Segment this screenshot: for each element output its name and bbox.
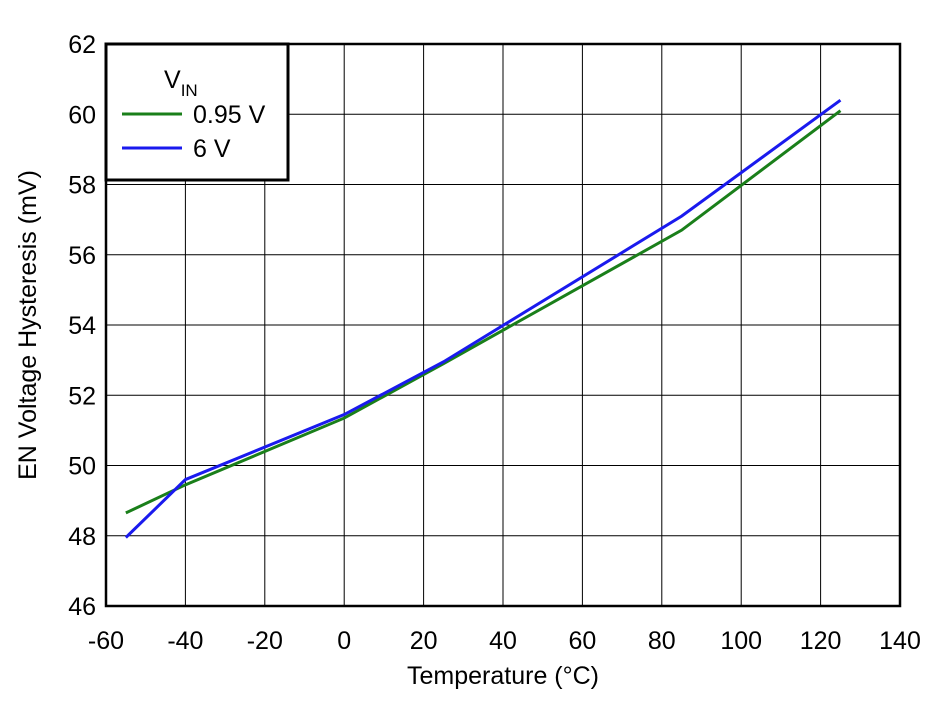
x-tick-label: 120 — [800, 627, 842, 655]
y-tick-label: 62 — [68, 31, 96, 59]
legend-label: 0.95 V — [193, 101, 266, 129]
x-tick-label: 60 — [568, 627, 596, 655]
y-tick-label: 48 — [68, 523, 96, 551]
y-tick-label: 58 — [68, 172, 96, 200]
x-tick-label: -20 — [247, 627, 283, 655]
y-tick-label: 50 — [68, 453, 96, 481]
y-tick-label: 46 — [68, 593, 96, 621]
x-tick-label: -40 — [167, 627, 203, 655]
legend-box — [104, 42, 290, 182]
legend-title: VIN — [164, 66, 198, 100]
legend-title-main: V — [164, 66, 181, 94]
plot-frame — [104, 42, 902, 608]
x-tick-label: -60 — [88, 627, 124, 655]
x-tick-label: 20 — [410, 627, 438, 655]
y-tick-label: 56 — [68, 242, 96, 270]
x-tick-label: 0 — [337, 627, 351, 655]
line-series — [124, 98, 842, 539]
y-tick-label: 52 — [68, 382, 96, 410]
legend-title-sub: IN — [181, 81, 198, 100]
y-tick-label: 60 — [68, 101, 96, 129]
legend-label: 6 V — [193, 135, 231, 163]
x-axis-label: Temperature (°C) — [407, 662, 599, 690]
x-tick-label: 140 — [879, 627, 921, 655]
x-tick-label: 100 — [720, 627, 762, 655]
x-tick-label: 40 — [489, 627, 517, 655]
x-tick-label: 80 — [648, 627, 676, 655]
y-tick-label: 54 — [68, 312, 96, 340]
y-axis-label: EN Voltage Hysteresis (mV) — [14, 170, 42, 480]
